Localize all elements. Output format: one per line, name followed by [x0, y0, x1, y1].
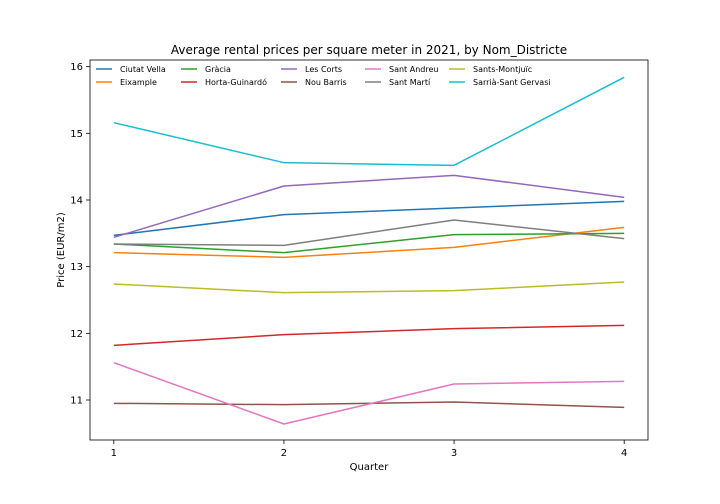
y-tick-label: 14 [70, 196, 83, 207]
legend-label-sarria-sant-gervasi: Sarrià-Sant Gervasi [473, 78, 551, 87]
legend-label-horta-guinardo: Horta-Guinardó [205, 77, 267, 87]
legend-label-gracia: Gràcia [205, 65, 231, 74]
series-line-sant-andreu [113, 361, 625, 425]
x-tick-label: 3 [451, 448, 457, 459]
x-axis-label: Quarter [350, 462, 390, 473]
series-line-gracia [113, 232, 625, 254]
legend-label-ciutat-vella: Ciutat Vella [120, 65, 166, 74]
series-lines [113, 76, 625, 425]
x-tick-label: 2 [281, 448, 287, 459]
legend-label-sants-montjuic: Sants-Montjuïc [473, 65, 532, 74]
legend-label-sant-andreu: Sant Andreu [389, 65, 438, 74]
y-axis-ticks: 11 12 13 14 15 16 [70, 62, 90, 407]
y-tick-label: 13 [70, 262, 83, 273]
legend-label-nou-barris: Nou Barris [305, 78, 347, 87]
legend-label-les-corts: Les Corts [305, 65, 342, 74]
series-line-ciutat-vella [113, 200, 625, 237]
x-axis-ticks: 1 2 3 4 [111, 440, 627, 459]
series-line-eixample [113, 226, 625, 259]
chart-title: Average rental prices per square meter i… [171, 43, 567, 57]
x-tick-label: 4 [621, 448, 627, 459]
y-tick-label: 15 [70, 129, 83, 140]
series-line-les-corts [113, 174, 625, 239]
legend-label-sant-marti: Sant Martí [389, 78, 431, 87]
legend: Ciutat Vella Eixample Gràcia Horta-Guinardó… [96, 65, 551, 87]
series-line-horta-guinardo [113, 324, 625, 347]
y-tick-label: 12 [70, 329, 83, 340]
y-tick-label: 11 [70, 396, 83, 407]
y-tick-label: 16 [70, 62, 83, 73]
series-line-sarria-sant-gervasi [113, 76, 625, 167]
series-line-sant-marti [113, 219, 625, 247]
plot-area-frame [89, 59, 649, 441]
y-axis-label: Price (EUR/m2) [56, 212, 67, 288]
legend-label-eixample: Eixample [120, 78, 157, 87]
x-tick-label: 1 [111, 448, 117, 459]
series-line-sants-montjuic [113, 281, 625, 294]
